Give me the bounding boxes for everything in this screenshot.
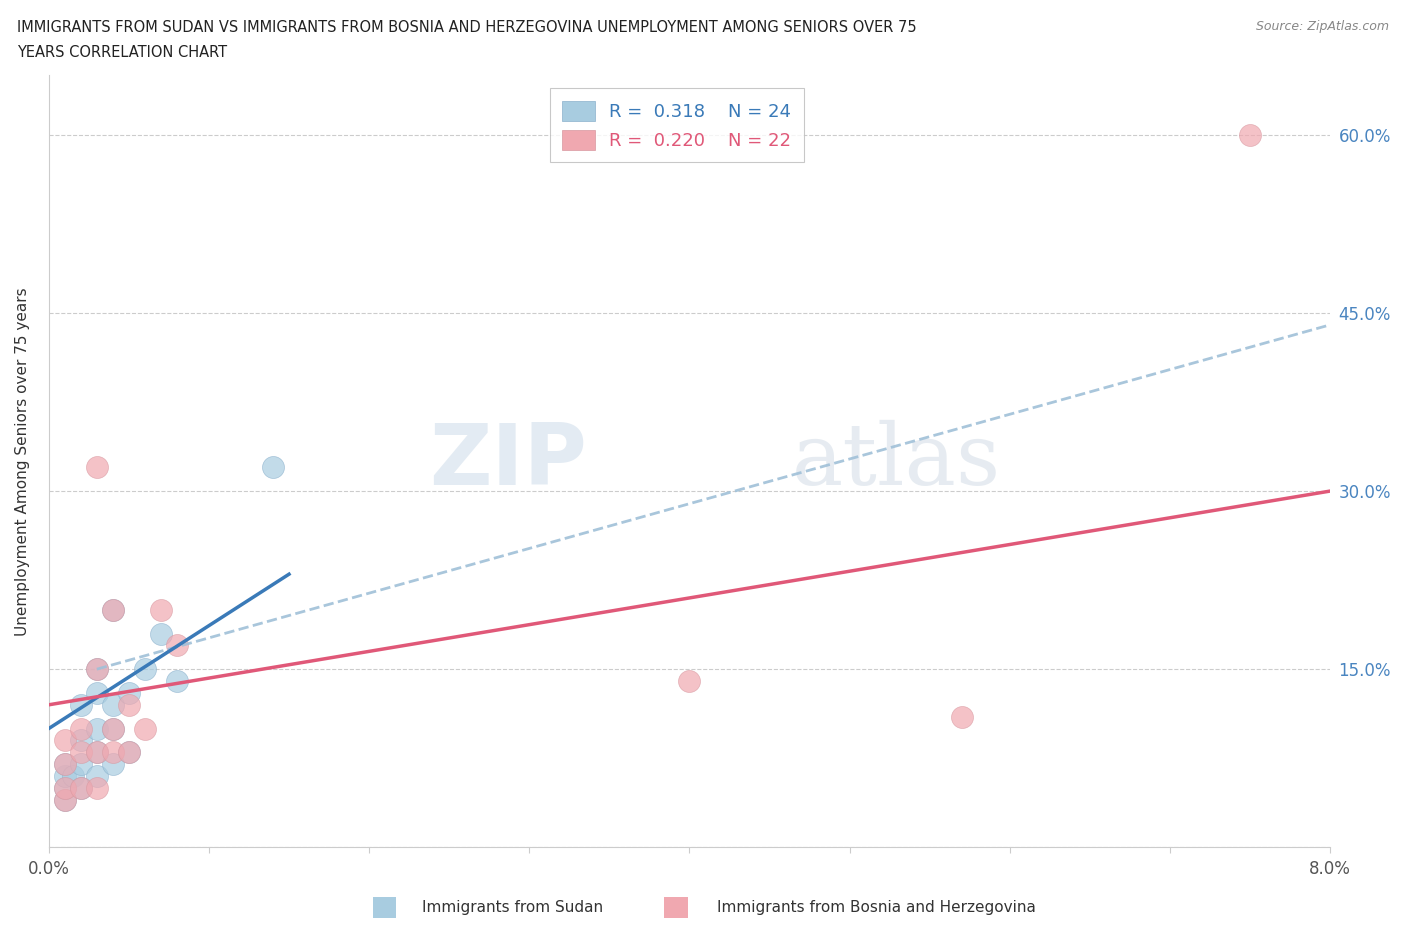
Text: Immigrants from Bosnia and Herzegovina: Immigrants from Bosnia and Herzegovina <box>717 900 1036 915</box>
Point <box>86 459 108 474</box>
Point <box>69 745 91 760</box>
Point <box>69 733 91 748</box>
Text: Immigrants from Sudan: Immigrants from Sudan <box>422 900 603 915</box>
Point <box>69 780 91 795</box>
Point <box>86 685 108 700</box>
Point <box>134 662 156 677</box>
Point <box>86 721 108 736</box>
Y-axis label: Unemployment Among Seniors over 75 years: Unemployment Among Seniors over 75 years <box>15 287 30 636</box>
Point <box>101 603 124 618</box>
Point <box>53 768 76 783</box>
Point <box>53 757 76 772</box>
Point <box>101 757 124 772</box>
Point <box>53 780 76 795</box>
Text: ZIP: ZIP <box>429 419 586 503</box>
Legend: R =  0.318    N = 24, R =  0.220    N = 22: R = 0.318 N = 24, R = 0.220 N = 22 <box>550 88 804 163</box>
Text: YEARS CORRELATION CHART: YEARS CORRELATION CHART <box>17 45 226 60</box>
Point <box>86 745 108 760</box>
Text: atlas: atlas <box>792 419 1001 503</box>
Point <box>149 626 172 641</box>
Point <box>86 745 108 760</box>
Point <box>69 698 91 712</box>
Point <box>101 721 124 736</box>
Point <box>86 662 108 677</box>
Point <box>101 698 124 712</box>
Point <box>69 721 91 736</box>
Point <box>62 768 84 783</box>
Point <box>53 757 76 772</box>
Point <box>69 780 91 795</box>
Point <box>1239 127 1261 142</box>
Point <box>86 780 108 795</box>
Point <box>53 780 76 795</box>
Point <box>86 768 108 783</box>
Point <box>950 710 973 724</box>
Point <box>166 638 188 653</box>
Point <box>118 685 141 700</box>
Point <box>101 603 124 618</box>
Point <box>262 459 284 474</box>
Point <box>53 792 76 807</box>
Point <box>69 757 91 772</box>
Point <box>118 745 141 760</box>
Point <box>101 721 124 736</box>
Point <box>86 662 108 677</box>
Point <box>118 745 141 760</box>
Point <box>53 792 76 807</box>
Point <box>134 721 156 736</box>
Point <box>678 673 700 688</box>
Point <box>101 745 124 760</box>
Point <box>149 603 172 618</box>
Point <box>118 698 141 712</box>
Point <box>166 673 188 688</box>
Text: IMMIGRANTS FROM SUDAN VS IMMIGRANTS FROM BOSNIA AND HERZEGOVINA UNEMPLOYMENT AMO: IMMIGRANTS FROM SUDAN VS IMMIGRANTS FROM… <box>17 20 917 35</box>
Text: Source: ZipAtlas.com: Source: ZipAtlas.com <box>1256 20 1389 33</box>
Point <box>53 733 76 748</box>
